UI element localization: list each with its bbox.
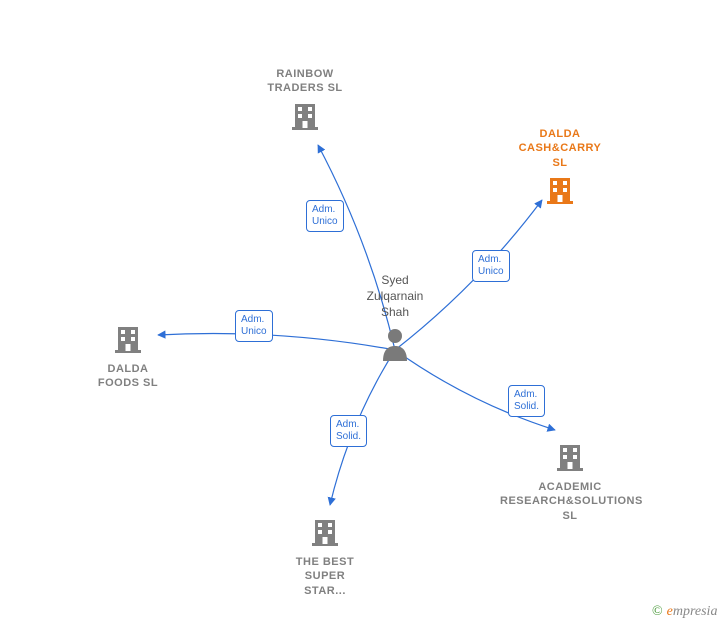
watermark: ©empresia (652, 604, 717, 620)
company-node-academic[interactable]: ACADEMICRESEARCH&SOLUTIONSSL (500, 437, 640, 523)
edge-label-academic: Adm. Solid. (508, 385, 545, 417)
edge-label-dalda_foods: Adm. Unico (235, 310, 273, 342)
company-label: RAINBOWTRADERS SL (235, 67, 375, 96)
building-icon (235, 100, 375, 135)
watermark-rest: mpresia (673, 604, 718, 619)
company-label: THE BESTSUPERSTAR... (255, 555, 395, 598)
company-label: DALDACASH&CARRYSL (490, 127, 630, 170)
copyright-symbol: © (652, 604, 663, 619)
building-icon (255, 516, 395, 551)
building-icon (58, 323, 198, 358)
edge-label-beststar: Adm. Solid. (330, 415, 367, 447)
center-person-node[interactable]: Syed Zulqarnain Shah (350, 272, 440, 366)
edge-label-rainbow: Adm. Unico (306, 200, 344, 232)
company-label: ACADEMICRESEARCH&SOLUTIONSSL (500, 480, 640, 523)
diagram-canvas: Syed Zulqarnain Shah RAINBOWTRADERS SL D… (0, 0, 728, 630)
building-icon (500, 441, 640, 476)
company-node-rainbow[interactable]: RAINBOWTRADERS SL (235, 67, 375, 139)
center-person-label: Syed Zulqarnain Shah (350, 272, 440, 321)
company-node-dalda_cc[interactable]: DALDACASH&CARRYSL (490, 127, 630, 213)
person-icon (350, 327, 440, 366)
company-label: DALDAFOODS SL (58, 362, 198, 391)
company-node-beststar[interactable]: THE BESTSUPERSTAR... (255, 512, 395, 598)
edge-label-dalda_cc: Adm. Unico (472, 250, 510, 282)
building-icon (490, 174, 630, 209)
company-node-dalda_foods[interactable]: DALDAFOODS SL (58, 319, 198, 391)
